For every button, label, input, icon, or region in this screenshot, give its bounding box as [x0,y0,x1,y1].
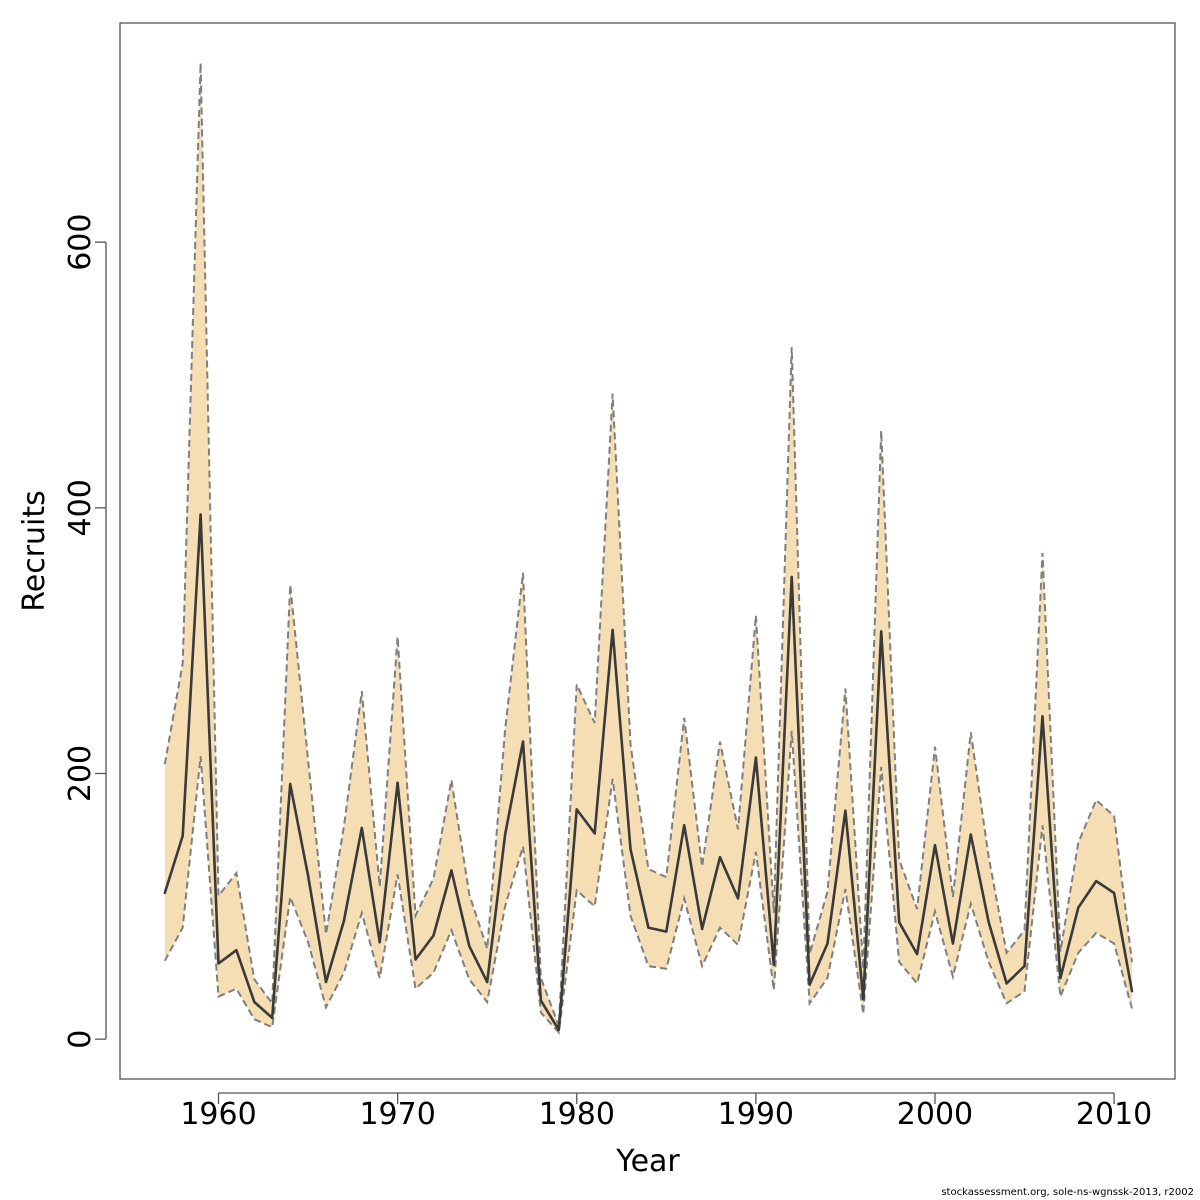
data-point-1959 [199,513,202,516]
x-tick-label-1980: 1980 [539,1097,615,1132]
data-point-1998 [898,921,901,924]
data-point-2005 [1023,964,1026,968]
data-point-1970 [396,781,399,784]
data-point-1995 [844,809,847,812]
data-point-1977 [521,740,525,743]
data-point-1976 [503,833,507,836]
data-point-2003 [987,921,990,924]
data-point-1973 [450,869,453,872]
data-point-1971 [414,958,417,961]
data-point-1999 [915,952,919,956]
y-tick-label-0: 0 [63,1030,98,1049]
x-tick-label-1990: 1990 [718,1097,794,1132]
data-point-1978 [539,999,543,1002]
data-point-2000 [933,844,937,847]
data-point-1975 [486,980,489,984]
data-point-1985 [665,930,668,933]
data-point-2004 [1005,982,1008,985]
data-point-1968 [360,826,363,830]
plot-frame [119,22,1176,1080]
data-point-1958 [181,834,184,838]
upper-bound-line [163,62,1133,1027]
data-point-1960 [217,962,220,965]
data-point-2001 [951,942,955,945]
data-point-2008 [1077,906,1080,909]
data-point-1966 [324,980,328,984]
data-point-1963 [271,1016,274,1020]
data-point-1981 [593,832,596,835]
x-tick-label-1970: 1970 [359,1097,435,1132]
data-point-1994 [826,942,829,945]
data-point-1980 [575,808,578,811]
data-point-1964 [289,782,292,786]
data-point-2011 [1130,990,1134,993]
data-point-1972 [432,934,435,937]
data-point-1993 [808,983,811,986]
data-point-1984 [647,926,650,929]
data-point-2009 [1095,879,1098,883]
data-point-1962 [253,1000,256,1004]
x-axis: 1960 1970 1980 1990 2000 2010 [180,1092,1152,1132]
data-point-1992 [790,575,793,579]
data-point-1957 [163,891,166,895]
y-tick-label-200: 200 [63,745,98,802]
data-point-1965 [306,874,310,877]
data-point-1983 [629,848,632,851]
data-point-1969 [378,941,381,944]
data-point-1979 [557,1028,560,1032]
lower-bound-line [163,730,1133,1035]
y-tick-label-600: 600 [63,214,98,271]
data-point-1990 [754,756,758,759]
y-tick-label-400: 400 [63,479,98,536]
data-point-2002 [969,833,972,836]
data-point-1991 [772,963,775,966]
x-tick-label-2010: 2010 [1076,1097,1152,1132]
data-point-1989 [736,897,740,900]
estimate-points [163,513,1134,1032]
data-point-1961 [235,949,238,952]
data-point-2010 [1112,891,1116,895]
y-axis: 0 200 400 600 [63,214,107,1049]
data-point-1996 [862,998,865,1001]
data-point-1997 [880,630,883,633]
y-axis-title: Recruits [17,490,52,612]
data-point-2006 [1041,715,1044,718]
data-point-1988 [718,856,722,859]
x-tick-label-2000: 2000 [897,1097,973,1132]
x-axis-title: Year [615,1144,680,1179]
x-tick-label-1960: 1960 [180,1097,256,1132]
data-point-1987 [700,927,704,931]
data-point-1982 [611,628,614,632]
data-point-2007 [1059,976,1062,980]
source-footer: stockassessment.org, sole-ns-wgnssk-2013… [941,1187,1194,1198]
data-point-1967 [342,919,346,923]
data-point-1974 [468,945,471,948]
data-point-1986 [683,824,686,827]
